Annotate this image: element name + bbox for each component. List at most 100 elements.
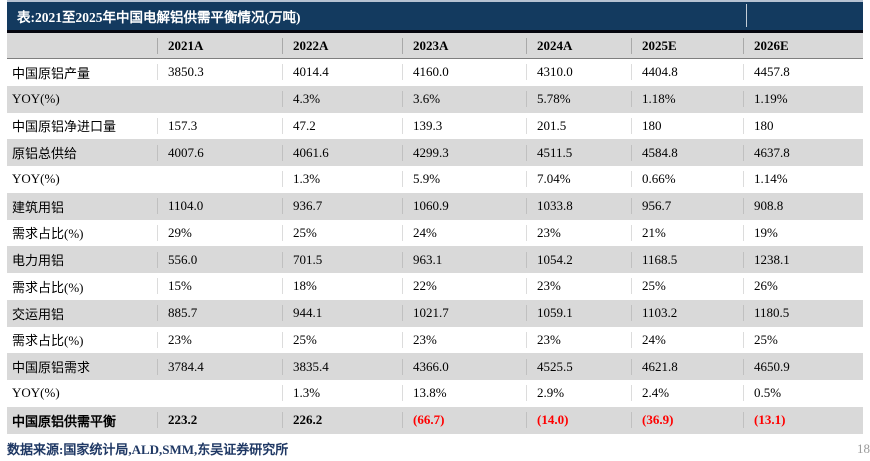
table-title: 表:2021至2025年中国电解铝供需平衡情况(万吨) — [17, 10, 301, 25]
cell-value: 1.18% — [631, 91, 743, 108]
column-header: 2022A — [282, 37, 402, 54]
cell-negative-value: (66.7) — [402, 412, 526, 429]
cell-value: 3835.4 — [282, 358, 402, 375]
cell-value: 180 — [631, 117, 743, 134]
cell-value: 4299.3 — [402, 144, 526, 161]
cell-value: 5.78% — [526, 91, 631, 108]
cell-value: 1.3% — [282, 385, 402, 402]
table-row: 原铝总供给 4007.6 4061.6 4299.3 4511.5 4584.8 4637.… — [7, 139, 863, 166]
column-header: 2024A — [526, 37, 631, 54]
row-label: 中国原铝产量 — [12, 65, 91, 81]
cell-value: 223.2 — [157, 412, 282, 429]
row-label: 交运用铝 — [12, 306, 65, 322]
row-label: YOY(%) — [12, 385, 60, 401]
table-row: 需求占比(%) 23% 25% 23% 23% 24% 25% — [7, 326, 863, 354]
cell-value: 3784.4 — [157, 358, 282, 375]
cell-value: 29% — [157, 224, 282, 241]
cell-value: 157.3 — [157, 117, 282, 134]
cell-value: 4366.0 — [402, 358, 526, 375]
cell-value: 4014.4 — [282, 64, 402, 81]
row-label: 需求占比(%) — [12, 279, 84, 295]
table-row: 建筑用铝 1104.0 936.7 1060.9 1033.8 956.7 908.8 — [7, 192, 863, 220]
cell-value: 701.5 — [282, 251, 402, 268]
cell-value: 1033.8 — [526, 198, 631, 215]
cell-value: 1054.2 — [526, 251, 631, 268]
cell-value: 180 — [743, 117, 863, 134]
cell-value: 23% — [526, 224, 631, 241]
cell-value: 885.7 — [157, 305, 282, 322]
cell-value: 908.8 — [743, 198, 863, 215]
cell-value: 5.9% — [402, 171, 526, 188]
row-label: 需求占比(%) — [12, 226, 84, 242]
cell-value: 25% — [282, 331, 402, 348]
cell-value: 3850.3 — [157, 64, 282, 81]
cell-value: 21% — [631, 224, 743, 241]
row-label: 中国原铝净进口量 — [12, 119, 117, 135]
cell-value: 13.8% — [402, 385, 526, 402]
row-label: 需求占比(%) — [12, 333, 84, 349]
cell-value: 23% — [402, 331, 526, 348]
cell-value: 15% — [157, 278, 282, 295]
table-row: YOY(%) 1.3% 13.8% 2.9% 2.4% 0.5% — [7, 380, 863, 407]
cell-value: 956.7 — [631, 198, 743, 215]
data-source-note: 数据来源:国家统计局,ALD,SMM,东吴证券研究所 — [7, 441, 289, 457]
cell-value: 47.2 — [282, 117, 402, 134]
table-title-bar: 表:2021至2025年中国电解铝供需平衡情况(万吨) — [7, 0, 863, 33]
table-row: 中国原铝净进口量 157.3 47.2 139.3 201.5 180 180 — [7, 112, 863, 140]
cell-value: 4584.8 — [631, 144, 743, 161]
table-row: 需求占比(%) 15% 18% 22% 23% 25% 26% — [7, 273, 863, 300]
cell-value: 4404.8 — [631, 64, 743, 81]
cell-value: 1.19% — [743, 91, 863, 108]
cell-value: 139.3 — [402, 117, 526, 134]
cell-negative-value: (14.0) — [526, 412, 631, 429]
cell-value: 25% — [743, 331, 863, 348]
cell-value: 4621.8 — [631, 358, 743, 375]
column-header: 2023A — [402, 37, 526, 54]
cell-value: 1103.2 — [631, 305, 743, 322]
cell-value: 25% — [282, 224, 402, 241]
cell-value: 4061.6 — [282, 144, 402, 161]
cell-value: 2.9% — [526, 385, 631, 402]
cell-value: 7.04% — [526, 171, 631, 188]
cell-value: 1059.1 — [526, 305, 631, 322]
cell-value: 1168.5 — [631, 251, 743, 268]
cell-value: 23% — [157, 331, 282, 348]
table-row: 交运用铝 885.7 944.1 1021.7 1059.1 1103.2 1180.5 — [7, 299, 863, 327]
table-row: 中国原铝供需平衡 223.2 226.2 (66.7) (14.0) (36.9) (13.… — [7, 406, 863, 434]
cell-value: 0.5% — [743, 385, 863, 402]
cell-value: 24% — [631, 331, 743, 348]
cell-value: 201.5 — [526, 117, 631, 134]
cell-value: 26% — [743, 278, 863, 295]
column-header: 2025E — [631, 37, 743, 54]
cell-value: 4650.9 — [743, 358, 863, 375]
cell-value: 4007.6 — [157, 144, 282, 161]
cell-value: 944.1 — [282, 305, 402, 322]
cell-value: 4637.8 — [743, 144, 863, 161]
cell-value: 24% — [402, 224, 526, 241]
table-row: 电力用铝 556.0 701.5 963.1 1054.2 1168.5 1238.1 — [7, 246, 863, 273]
cell-value: 556.0 — [157, 251, 282, 268]
cell-value: 1.14% — [743, 171, 863, 188]
cell-value: 4160.0 — [402, 64, 526, 81]
cell-value: 1238.1 — [743, 251, 863, 268]
cell-value: 19% — [743, 224, 863, 241]
row-label: YOY(%) — [12, 91, 60, 107]
row-label: 建筑用铝 — [12, 199, 65, 215]
cell-value: 0.66% — [631, 171, 743, 188]
table-row: YOY(%) 1.3% 5.9% 7.04% 0.66% 1.14% — [7, 166, 863, 193]
table-header-row: 2021A 2022A 2023A 2024A 2025E 2026E — [7, 33, 863, 59]
cell-value: 4457.8 — [743, 64, 863, 81]
cell-value: 1104.0 — [157, 198, 282, 215]
table-row: 中国原铝需求 3784.4 3835.4 4366.0 4525.5 4621.8 4650… — [7, 353, 863, 380]
title-cell-divider — [746, 4, 747, 27]
cell-value: 1060.9 — [402, 198, 526, 215]
cell-value: 1.3% — [282, 171, 402, 188]
cell-value: 25% — [631, 278, 743, 295]
cell-value: 18% — [282, 278, 402, 295]
row-label: 中国原铝需求 — [12, 360, 91, 376]
cell-value: 22% — [402, 278, 526, 295]
cell-value: 963.1 — [402, 251, 526, 268]
cell-value: 23% — [526, 331, 631, 348]
cell-negative-value: (36.9) — [631, 412, 743, 429]
